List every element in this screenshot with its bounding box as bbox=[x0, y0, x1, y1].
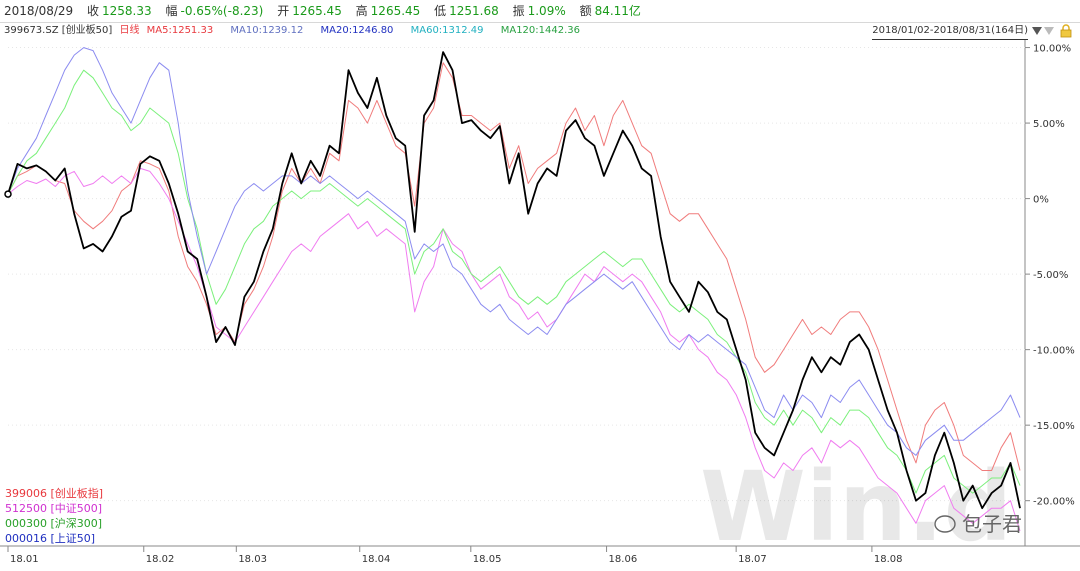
series-line-csi300[interactable] bbox=[7, 69, 1021, 494]
lock-icon[interactable] bbox=[1060, 24, 1072, 38]
high-value: 1265.45 bbox=[370, 4, 421, 18]
range-dropdown-icon[interactable] bbox=[1032, 27, 1042, 35]
open-value: 1265.45 bbox=[292, 4, 342, 18]
amount-label: 额 bbox=[579, 4, 592, 18]
legend-item-csi500[interactable]: 512500 [中证500] bbox=[5, 502, 102, 516]
series-start-marker bbox=[4, 190, 12, 198]
legend-label: 000016 [上证50] bbox=[5, 532, 96, 545]
change-value: -0.65%(-8.23) bbox=[180, 4, 264, 18]
legend-label: 399006 [创业板指] bbox=[5, 487, 104, 500]
series-line-chinext[interactable] bbox=[7, 62, 1021, 471]
x-tick-label: 18.05 bbox=[473, 554, 502, 565]
ma5-value: MA5:1251.33 bbox=[146, 25, 214, 36]
ma120-value: MA120:1442.36 bbox=[500, 25, 580, 36]
author-credit: 包子君 bbox=[962, 512, 1022, 536]
x-tick-label: 18.06 bbox=[609, 554, 638, 565]
security-code[interactable]: 399673.SZ [创业板50] bbox=[4, 25, 113, 36]
series-line-main[interactable] bbox=[7, 51, 1021, 510]
y-tick-label: 5.00% bbox=[1033, 119, 1065, 130]
ma20-value: MA20:1246.80 bbox=[320, 25, 394, 36]
close-label: 收 bbox=[87, 4, 100, 18]
period-label[interactable]: 日线 bbox=[119, 25, 140, 36]
y-tick-label: 10.00% bbox=[1033, 44, 1071, 55]
y-axis-ticks: 10.00% 5.00% 0% -5.00% -10.00% -15.00% -20.00% bbox=[1025, 44, 1075, 508]
x-axis-ticks: 18.01 18.02 18.03 18.04 18.05 18.06 18.07 18.08 bbox=[7, 546, 903, 565]
series-line-sse50[interactable] bbox=[7, 47, 1021, 456]
amplitude-label: 振 bbox=[512, 4, 525, 18]
high-label: 高 bbox=[355, 4, 368, 18]
watermark: Win.d bbox=[700, 451, 1012, 563]
series-lines bbox=[4, 47, 1021, 532]
legend-item-csi300[interactable]: 000300 [沪深300] bbox=[5, 517, 102, 531]
y-tick-label: -15.00% bbox=[1033, 421, 1075, 432]
wechat-icon bbox=[934, 515, 956, 533]
x-tick-label: 18.07 bbox=[738, 554, 767, 565]
legend-item-sse50[interactable]: 000016 [上证50] bbox=[5, 532, 95, 546]
moving-average-bar: 399673.SZ [创业板50] 日线 MA5:1251.33 MA10:12… bbox=[4, 23, 594, 39]
y-tick-label: -10.00% bbox=[1033, 346, 1075, 357]
y-tick-label: 0% bbox=[1033, 195, 1049, 206]
legend-item-chinext[interactable]: 399006 [创业板指] bbox=[5, 487, 103, 501]
x-tick-label: 18.03 bbox=[238, 554, 267, 565]
x-tick-label: 18.02 bbox=[146, 554, 175, 565]
y-tick-label: -5.00% bbox=[1033, 270, 1068, 281]
x-tick-label: 18.04 bbox=[362, 554, 391, 565]
grid-lines bbox=[8, 47, 1025, 502]
range-dropdown-alt-icon[interactable] bbox=[1044, 27, 1054, 35]
wechat-credit: 包子君 bbox=[934, 512, 1022, 536]
series-line-csi500[interactable] bbox=[7, 167, 1021, 532]
x-tick-label: 18.08 bbox=[874, 554, 903, 565]
ma60-value: MA60:1312.49 bbox=[410, 25, 484, 36]
close-value: 1258.33 bbox=[102, 4, 152, 18]
amplitude-value: 1.09% bbox=[527, 4, 566, 18]
change-label: 幅 bbox=[165, 4, 178, 18]
quote-date: 2018/08/29 bbox=[4, 4, 74, 18]
y-tick-label: -20.00% bbox=[1033, 497, 1075, 508]
low-label: 低 bbox=[434, 4, 447, 18]
x-tick-label: 18.01 bbox=[10, 554, 39, 565]
wind-watermark: Win.d bbox=[700, 451, 1012, 563]
quote-summary-bar: 2018/08/29 收 1258.33 幅 -0.65%(-8.23) 开 1265… bbox=[0, 0, 1080, 23]
low-value: 1251.68 bbox=[449, 4, 499, 18]
ma10-value: MA10:1239.12 bbox=[230, 25, 304, 36]
legend-label: 000300 [沪深300] bbox=[5, 517, 103, 530]
date-range-selector[interactable]: 2018/01/02-2018/08/31(164日) bbox=[872, 23, 1028, 40]
open-label: 开 bbox=[277, 4, 290, 18]
amount-value: 84.11亿 bbox=[594, 4, 641, 18]
legend-label: 512500 [中证500] bbox=[5, 502, 103, 515]
